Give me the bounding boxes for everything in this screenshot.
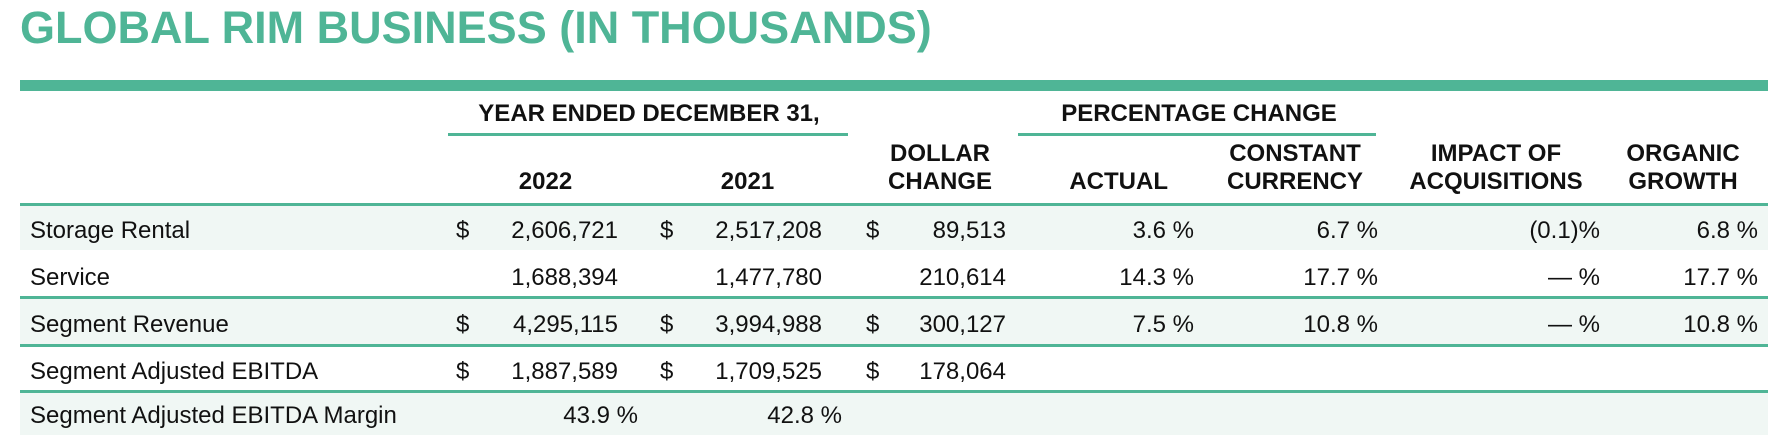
cell-actual: 3.6 % <box>1132 217 1194 244</box>
cell-2021: 1,709,525 <box>715 358 822 385</box>
cell-2022: 4,295,115 <box>513 311 618 338</box>
cell-2021: 42.8 % <box>767 402 842 429</box>
row-label: Segment Revenue <box>30 311 229 338</box>
currency-symbol: $ <box>456 311 470 338</box>
cell-2021: 1,477,780 <box>715 264 822 291</box>
row-label: Segment Adjusted EBITDA <box>30 358 319 385</box>
cell-2021: 3,994,988 <box>715 311 822 338</box>
cell-2022: 1,688,394 <box>511 264 618 291</box>
column-header-organic-line2: GROWTH <box>1628 168 1738 195</box>
cell-2022: 2,606,721 <box>511 217 618 244</box>
page-title: GLOBAL RIM BUSINESS (IN THOUSANDS) <box>20 2 932 53</box>
cell-dollar-change: 300,127 <box>919 311 1006 338</box>
group-header-year: YEAR ENDED DECEMBER 31, <box>478 100 820 127</box>
column-header-dollar-change-line1: DOLLAR <box>890 140 990 167</box>
cell-dollar-change: 89,513 <box>932 217 1006 244</box>
row-label: Service <box>30 264 111 291</box>
currency-symbol: $ <box>660 358 674 385</box>
currency-symbol: $ <box>660 217 674 244</box>
header-bottom-rule <box>20 203 1768 206</box>
currency-symbol: $ <box>866 311 880 338</box>
cell-actual: 14.3 % <box>1119 264 1194 291</box>
rule-above-segment-revenue <box>20 296 1768 299</box>
row-label: Segment Adjusted EBITDA Margin <box>30 402 397 429</box>
cell-organic-growth: 17.7 % <box>1683 264 1758 291</box>
column-header-impact-of-acquisitions: IMPACT OF ACQUISITIONS <box>1392 140 1600 196</box>
column-header-organic-growth: ORGANIC GROWTH <box>1614 140 1752 196</box>
row-band-segment-revenue <box>20 299 1768 344</box>
row-label: Storage Rental <box>30 217 191 244</box>
rule-above-ebitda-margin <box>20 390 1768 393</box>
column-header-constant-currency: CONSTANT CURRENCY <box>1210 140 1380 196</box>
currency-symbol: $ <box>456 358 470 385</box>
currency-symbol: $ <box>456 217 470 244</box>
cell-2021: 2,517,208 <box>715 217 822 244</box>
currency-symbol: $ <box>866 217 880 244</box>
cell-2022: 43.9 % <box>563 402 638 429</box>
column-header-organic-line1: ORGANIC <box>1626 140 1740 167</box>
column-header-constant-line2: CURRENCY <box>1226 168 1363 195</box>
column-header-constant-line1: CONSTANT <box>1229 140 1361 167</box>
column-header-dollar-change: DOLLAR CHANGE <box>875 140 1005 196</box>
group-header-percentage: PERCENTAGE CHANGE <box>1061 100 1337 127</box>
group-header-year-underline <box>448 133 848 136</box>
cell-impact-of-acquisitions: — % <box>1547 311 1600 338</box>
column-header-dollar-change-line2: CHANGE <box>887 168 992 195</box>
currency-symbol: $ <box>660 311 674 338</box>
cell-organic-growth: 6.8 % <box>1696 217 1758 244</box>
row-band-storage-rental <box>20 206 1768 250</box>
group-header-percentage-underline <box>1018 133 1376 136</box>
cell-actual: 7.5 % <box>1132 311 1194 338</box>
currency-symbol: $ <box>866 358 880 385</box>
rule-below-segment-revenue <box>20 344 1768 347</box>
cell-constant-currency: 17.7 % <box>1303 264 1378 291</box>
title-rule <box>20 80 1768 91</box>
cell-impact-of-acquisitions: (0.1)% <box>1529 217 1600 244</box>
cell-constant-currency: 10.8 % <box>1303 311 1378 338</box>
column-header-2022: 2022 <box>518 168 573 195</box>
row-band-ebitda-margin <box>20 393 1768 435</box>
cell-constant-currency: 6.7 % <box>1316 217 1378 244</box>
cell-organic-growth: 10.8 % <box>1683 311 1758 338</box>
cell-impact-of-acquisitions: — % <box>1547 264 1600 291</box>
column-header-2021: 2021 <box>720 168 775 195</box>
column-header-impact-line2: ACQUISITIONS <box>1409 168 1583 195</box>
cell-dollar-change: 210,614 <box>919 264 1006 291</box>
cell-2022: 1,887,589 <box>511 358 618 385</box>
cell-dollar-change: 178,064 <box>919 358 1006 385</box>
column-header-actual: ACTUAL <box>1069 168 1168 195</box>
column-header-impact-line1: IMPACT OF <box>1430 140 1562 167</box>
